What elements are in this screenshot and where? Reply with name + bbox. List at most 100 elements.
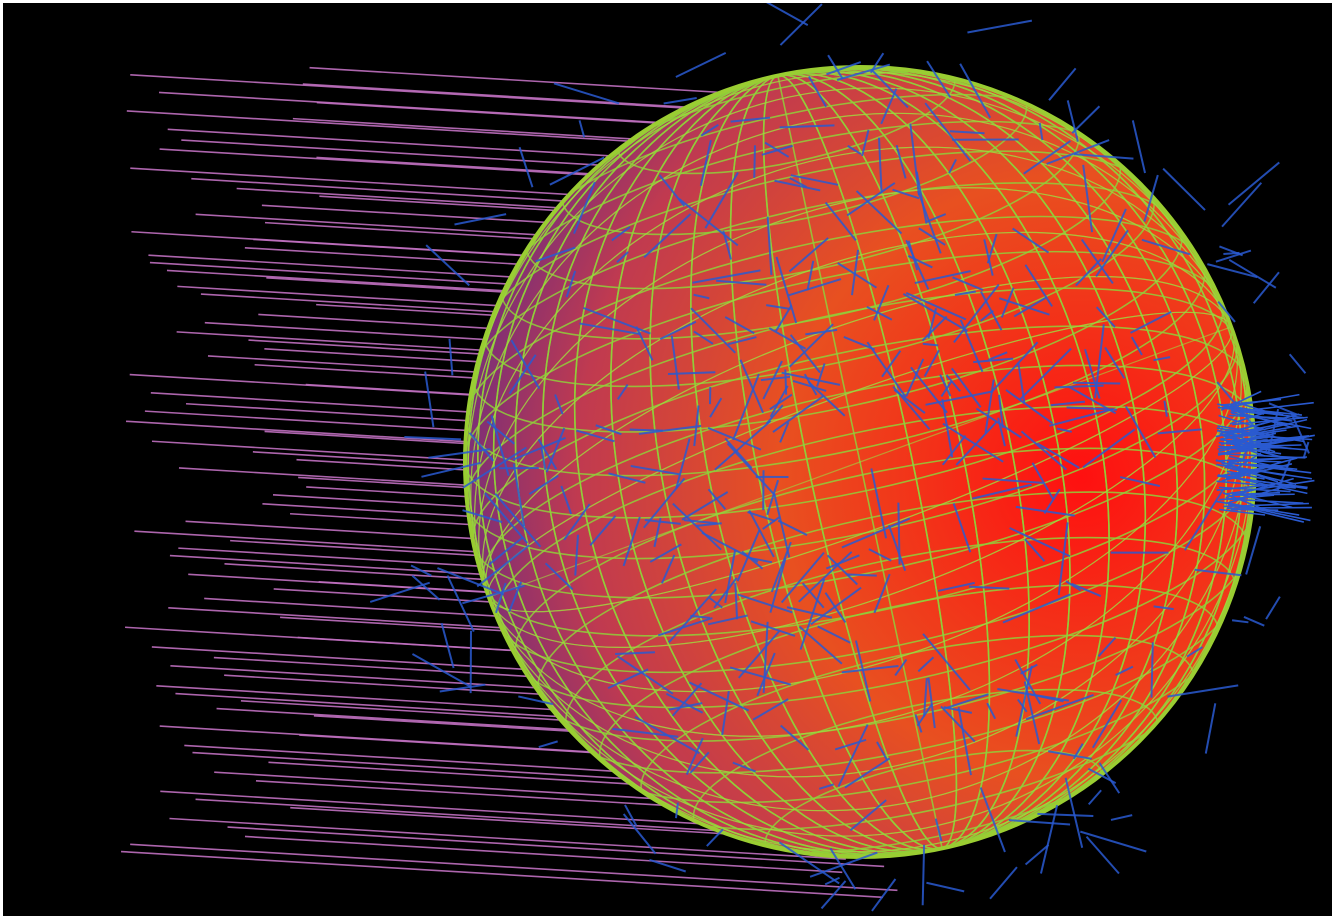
spike <box>959 63 992 119</box>
spike <box>1218 414 1266 431</box>
spike <box>826 554 859 586</box>
spike <box>1217 474 1308 490</box>
spike <box>1024 264 1053 307</box>
spike <box>518 695 554 706</box>
ray <box>290 806 733 836</box>
spike <box>411 574 441 601</box>
spike <box>846 573 877 577</box>
spike <box>538 740 558 749</box>
spike <box>728 336 757 346</box>
spike <box>997 688 1070 702</box>
spike <box>1221 432 1277 445</box>
spike <box>425 244 470 287</box>
spike <box>439 683 486 693</box>
spike <box>737 593 793 614</box>
spike <box>528 474 559 495</box>
spike <box>1150 642 1154 698</box>
spike <box>1228 456 1308 463</box>
spike <box>1143 174 1159 222</box>
spike <box>926 60 952 98</box>
spike <box>925 390 994 406</box>
spike <box>1066 100 1079 142</box>
spike <box>820 880 847 910</box>
spike <box>1087 789 1102 806</box>
spike <box>1020 663 1038 675</box>
spike <box>665 692 704 714</box>
spike <box>1064 777 1084 849</box>
spike <box>653 517 662 548</box>
spike <box>709 597 723 609</box>
spike <box>954 290 976 297</box>
spike <box>410 564 432 577</box>
spike <box>518 146 534 188</box>
spike <box>1141 238 1191 256</box>
spike <box>732 373 760 441</box>
spike <box>1215 422 1286 438</box>
spike <box>1204 703 1217 754</box>
spike <box>540 448 547 470</box>
spike <box>986 702 997 720</box>
spike <box>1226 438 1305 445</box>
spike <box>748 510 775 558</box>
spike <box>824 876 840 886</box>
spike <box>780 551 825 604</box>
spike <box>1054 384 1104 389</box>
spike <box>1071 105 1101 134</box>
spike <box>713 577 738 609</box>
spike <box>668 702 703 711</box>
spike <box>1056 427 1072 433</box>
spike <box>826 61 862 76</box>
spike <box>917 656 935 673</box>
spike <box>873 284 890 321</box>
spike <box>934 818 943 842</box>
spike <box>987 351 1008 361</box>
spike <box>1245 526 1262 575</box>
spike <box>940 705 976 743</box>
spike <box>973 357 1014 364</box>
spike <box>730 116 771 123</box>
spike <box>766 479 780 516</box>
spike <box>922 633 971 691</box>
spike <box>841 664 899 674</box>
spike <box>984 379 995 433</box>
spike <box>937 581 975 592</box>
spike <box>545 427 566 473</box>
spike <box>870 68 909 109</box>
spike <box>881 350 902 378</box>
spike <box>778 841 840 885</box>
spike <box>674 802 679 819</box>
spike <box>921 315 948 342</box>
spike <box>870 468 888 539</box>
spike <box>1084 348 1101 399</box>
spike <box>404 435 462 441</box>
spike <box>573 181 596 235</box>
spike <box>817 625 851 644</box>
spike <box>1220 429 1287 441</box>
spike <box>1072 381 1121 385</box>
spike <box>454 213 507 226</box>
spike <box>892 386 931 430</box>
spike <box>689 751 710 774</box>
spike <box>1031 462 1055 501</box>
spike <box>446 575 475 632</box>
spike <box>769 385 789 418</box>
spike <box>1268 402 1298 416</box>
spike <box>1131 120 1147 174</box>
spike <box>846 182 896 217</box>
ray <box>244 835 843 874</box>
spike <box>649 543 682 563</box>
ray <box>214 771 696 802</box>
spike <box>659 320 697 341</box>
spike <box>851 249 860 296</box>
spike <box>914 270 971 285</box>
spike <box>792 379 827 392</box>
spike <box>675 52 727 78</box>
spike <box>1217 301 1236 323</box>
spike <box>945 374 961 392</box>
spike <box>1218 429 1269 447</box>
spike <box>622 813 657 855</box>
spike <box>739 359 764 414</box>
spike <box>1216 429 1265 436</box>
spike <box>781 371 841 386</box>
spike <box>989 866 1018 900</box>
